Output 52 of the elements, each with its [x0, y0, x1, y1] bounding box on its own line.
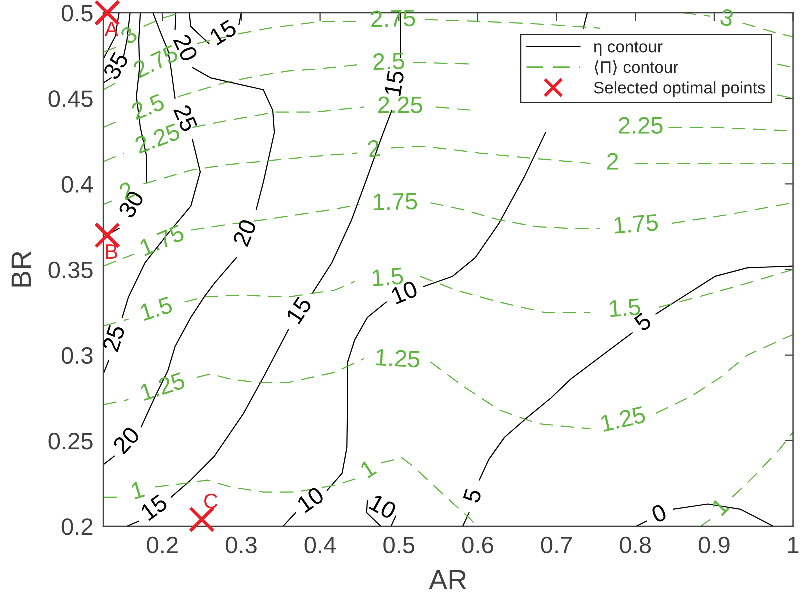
x-tick-label: 0.9	[698, 536, 730, 554]
annotation: 15	[209, 19, 238, 46]
y-axis-title: BR	[12, 252, 31, 287]
y-tick-label: 0.45	[48, 90, 93, 108]
y-tick-label: 0.3	[62, 347, 93, 364]
x-tick-label: 0.3	[226, 536, 257, 554]
x-tick-label: 0.5	[384, 536, 415, 554]
annotation: 5	[463, 488, 482, 504]
x-axis-title: AR	[429, 570, 466, 590]
annotation: 15	[384, 70, 405, 96]
annotation: 1.75	[139, 224, 186, 256]
y-tick-label: 0.2	[62, 518, 93, 536]
x-tick-label: 1	[788, 537, 799, 554]
x-tick-label: 0.4	[304, 536, 336, 554]
point	[188, 506, 216, 533]
annotation: 10	[296, 486, 326, 514]
annotation: 2	[367, 140, 381, 158]
legend-label: Selected optimal points	[594, 82, 766, 98]
annotation: 15	[286, 296, 313, 325]
annotation: 0	[650, 504, 668, 524]
annotation: 2.25	[378, 96, 422, 114]
annotation: B	[106, 244, 118, 259]
annotation: 1.25	[376, 349, 420, 368]
annotation: 25	[102, 324, 126, 352]
annotation: 20	[112, 426, 141, 455]
y-tick-label: 0.35	[48, 262, 93, 279]
x-tick-label: 0.2	[147, 536, 178, 554]
legend-label: η contour	[594, 42, 663, 56]
annotation: 1.75	[614, 214, 658, 234]
annotation: 2.5	[130, 93, 166, 120]
y-tick-label: 0.25	[48, 432, 93, 450]
annotation: C	[204, 494, 218, 509]
x-tick-label: 0.7	[541, 536, 572, 554]
annotation: 1.75	[374, 193, 418, 211]
x-tick-label: 0.8	[620, 536, 652, 554]
annotation: 1	[710, 498, 730, 516]
y-tick-label: 0.5	[62, 5, 93, 22]
annotation: 3	[120, 25, 139, 46]
annotation: 1	[360, 459, 378, 479]
annotation: 3	[720, 8, 734, 28]
annotation: 35	[102, 51, 130, 81]
annotation: 1.25	[140, 372, 186, 402]
annotation: 1.25	[600, 406, 646, 432]
x-tick-label: 0.6	[462, 536, 494, 554]
annotation: 2.5	[373, 52, 405, 70]
y-tick-label: 0.4	[62, 176, 94, 193]
annotation: 2.25	[619, 117, 663, 134]
annotation: 2	[607, 153, 618, 170]
annotation: 20	[232, 218, 258, 248]
legend-label: ⟨Π⟩ contour	[594, 60, 678, 76]
annotation: 10	[368, 494, 398, 520]
annotation: 1.5	[140, 296, 174, 322]
